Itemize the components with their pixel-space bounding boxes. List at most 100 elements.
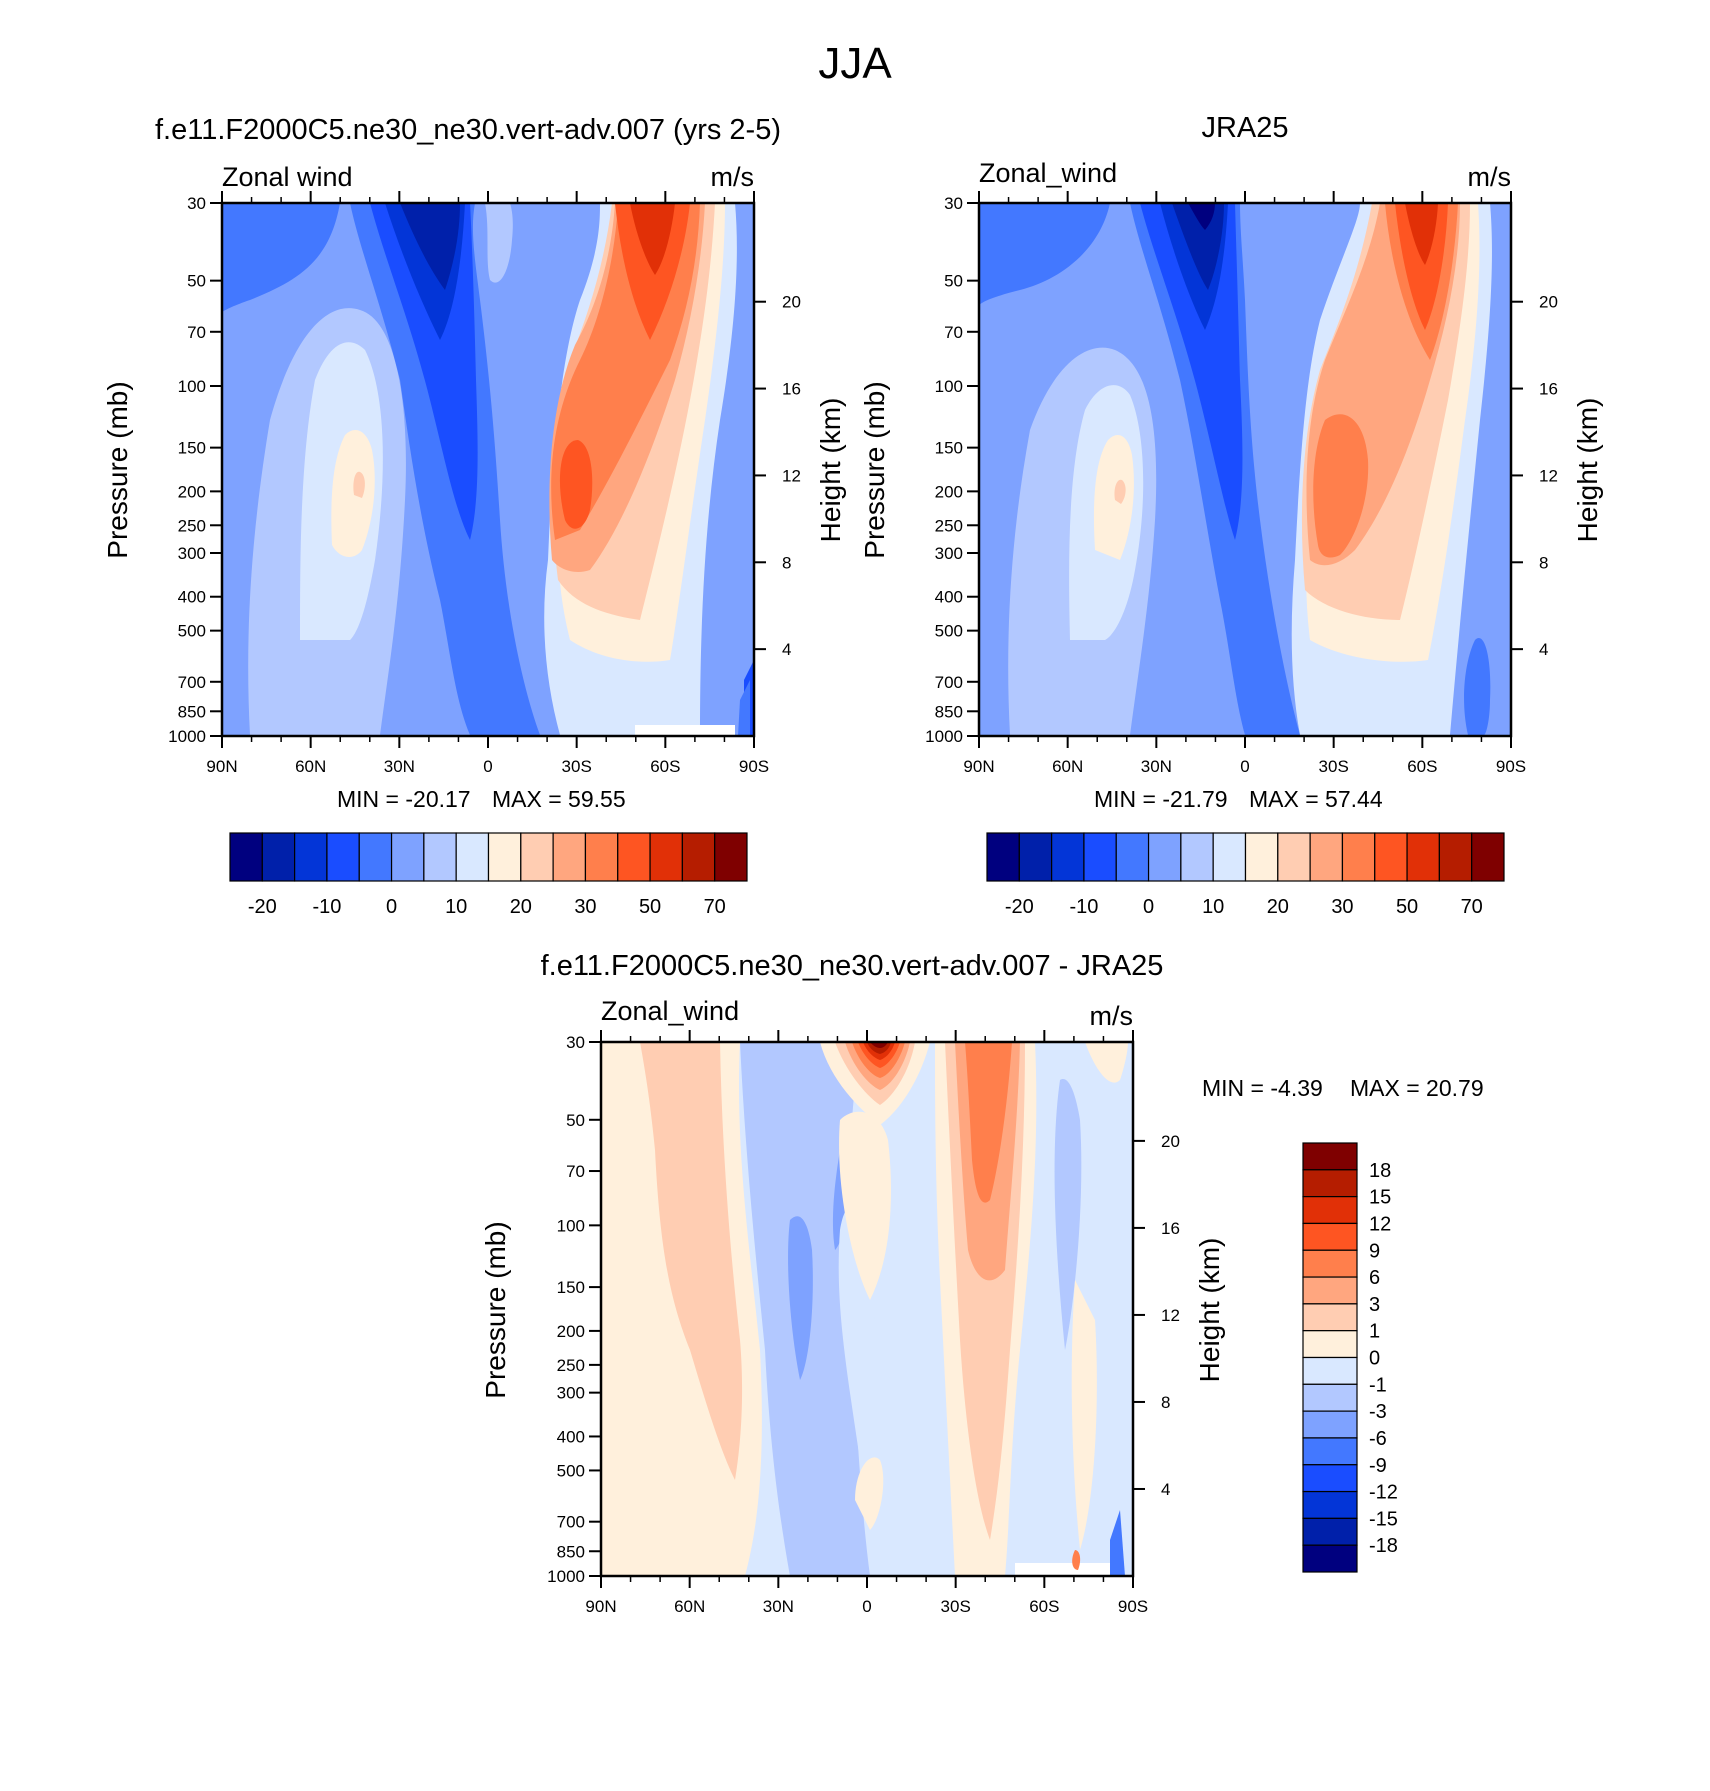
panel-model-colorbar: -20 -10 0 10 20 30 50 70 xyxy=(229,832,748,918)
y-tick-label: 70 xyxy=(944,323,963,342)
y-tick-label: 850 xyxy=(178,702,206,721)
x-tick-label: 60S xyxy=(1029,1597,1059,1616)
y-tick-label: 500 xyxy=(178,622,206,641)
contour-fill xyxy=(222,203,340,312)
panel-obs-left-label: Zonal_wind xyxy=(979,158,1117,188)
contour-fill xyxy=(1015,1563,1110,1576)
contour-fill xyxy=(601,1042,640,1576)
contour-fill xyxy=(1071,1280,1097,1550)
y-axis-label: Pressure (mb) xyxy=(480,1221,511,1398)
colorbar-swatch xyxy=(1051,832,1085,882)
colorbar-label: -10 xyxy=(1069,896,1098,918)
x-tick-label: 30S xyxy=(1319,757,1349,776)
height-tick-label: 12 xyxy=(1539,466,1558,485)
y-axis-right-label: Height (km) xyxy=(815,398,846,543)
colorbar-swatch xyxy=(1302,1544,1358,1573)
panel-obs-colorbar: -20 -10 0 10 20 30 50 70 xyxy=(986,832,1505,918)
contour-fill xyxy=(838,1207,885,1469)
y-tick-label: 700 xyxy=(557,1513,585,1532)
height-tick-label: 20 xyxy=(1161,1132,1180,1151)
height-tick-label: 4 xyxy=(1161,1480,1170,1499)
colorbar-swatch xyxy=(1302,1356,1358,1385)
panel-diff: f.e11.F2000C5.ne30_ne30.vert-adv.007 - J… xyxy=(480,950,1484,1616)
panel-obs-max: MAX = 57.44 xyxy=(1249,786,1383,812)
colorbar-swatch xyxy=(1302,1517,1358,1546)
height-tick-label: 8 xyxy=(1539,553,1548,572)
y-tick-label: 250 xyxy=(557,1356,585,1375)
contour-fill xyxy=(1114,479,1126,504)
contour-fill xyxy=(1130,203,1300,735)
panel-model-min: MIN = -20.17 xyxy=(337,786,471,812)
contour-fill xyxy=(979,203,1110,305)
y-axis-right-label: Height (km) xyxy=(1194,1238,1225,1383)
colorbar-swatch xyxy=(1302,1490,1358,1519)
colorbar-label: 30 xyxy=(1331,896,1353,918)
colorbar-label: -10 xyxy=(312,896,341,918)
contour-fill xyxy=(1054,1079,1082,1350)
colorbar-swatch xyxy=(1115,832,1150,882)
contour-fill xyxy=(1405,203,1438,265)
contour-fill xyxy=(1110,1510,1125,1576)
colorbar-swatch xyxy=(1302,1383,1358,1412)
colorbar-label: -20 xyxy=(248,896,277,918)
x-tick-label: 90N xyxy=(963,757,994,776)
contour-fill xyxy=(1072,1550,1081,1570)
colorbar-swatch xyxy=(714,832,748,882)
panel-obs-title: JRA25 xyxy=(1201,112,1288,144)
contour-fill xyxy=(615,203,690,340)
colorbar-swatch xyxy=(1302,1330,1358,1359)
contour-fill xyxy=(1093,435,1134,560)
figure-title: JJA xyxy=(818,39,892,88)
x-tick-label: 90S xyxy=(1496,757,1526,776)
colorbar-swatch xyxy=(326,832,360,882)
panel-diff-min: MIN = -4.39 xyxy=(1202,1075,1323,1101)
y-tick-label: 30 xyxy=(944,194,963,213)
colorbar-swatch xyxy=(1374,832,1408,882)
y-tick-label: 150 xyxy=(178,439,206,458)
colorbar-swatch xyxy=(1438,832,1473,882)
y-tick-label: 250 xyxy=(935,516,963,535)
x-tick-label: 90S xyxy=(1118,1597,1148,1616)
panel-diff-left-label: Zonal_wind xyxy=(601,996,739,1026)
colorbar-swatch xyxy=(617,832,651,882)
colorbar-swatch xyxy=(681,832,716,882)
contour-fill xyxy=(839,1111,891,1300)
y-tick-label: 500 xyxy=(935,622,963,641)
panel-model-left-label: Zonal wind xyxy=(222,162,353,192)
height-tick-label: 12 xyxy=(782,466,801,485)
y-tick-label: 300 xyxy=(935,544,963,563)
y-tick-label: 50 xyxy=(944,272,963,291)
contour-fill xyxy=(965,1042,1012,1203)
height-tick-label: 16 xyxy=(1539,380,1558,399)
contour-fill xyxy=(788,1216,813,1380)
colorbar-swatch xyxy=(1180,832,1214,882)
colorbar-swatch xyxy=(358,832,393,882)
contour-fill xyxy=(559,440,593,529)
colorbar-label: 70 xyxy=(704,896,726,918)
x-tick-label: 60N xyxy=(1052,757,1083,776)
panel-obs: JRA25 Zonal_wind m/s 30 50 xyxy=(859,112,1603,918)
x-tick-label: 30S xyxy=(941,1597,971,1616)
x-tick-label: 90S xyxy=(739,757,769,776)
colorbar-swatch xyxy=(1083,832,1117,882)
height-tick-label: 12 xyxy=(1161,1306,1180,1325)
colorbar-swatch xyxy=(455,832,490,882)
height-tick-label: 16 xyxy=(1161,1219,1180,1238)
y-tick-label: 850 xyxy=(557,1542,585,1561)
colorbar-swatch xyxy=(294,832,328,882)
colorbar-label: -9 xyxy=(1369,1455,1387,1477)
y-tick-label: 400 xyxy=(178,588,206,607)
colorbar-swatch xyxy=(1302,1169,1358,1198)
panel-model: f.e11.F2000C5.ne30_ne30.vert-adv.007 (yr… xyxy=(102,114,846,918)
colorbar-label: -15 xyxy=(1369,1508,1398,1530)
colorbar-label: 20 xyxy=(1267,896,1289,918)
contour-fill xyxy=(1313,414,1369,558)
contour-fill xyxy=(630,203,675,275)
colorbar-label: 15 xyxy=(1369,1187,1391,1209)
panel-model-title: f.e11.F2000C5.ne30_ne30.vert-adv.007 (yr… xyxy=(155,114,781,146)
height-tick-label: 8 xyxy=(1161,1393,1170,1412)
colorbar-swatch xyxy=(552,832,587,882)
colorbar-label: 30 xyxy=(574,896,596,918)
colorbar-swatch xyxy=(1302,1464,1358,1493)
colorbar-swatch xyxy=(1406,832,1440,882)
